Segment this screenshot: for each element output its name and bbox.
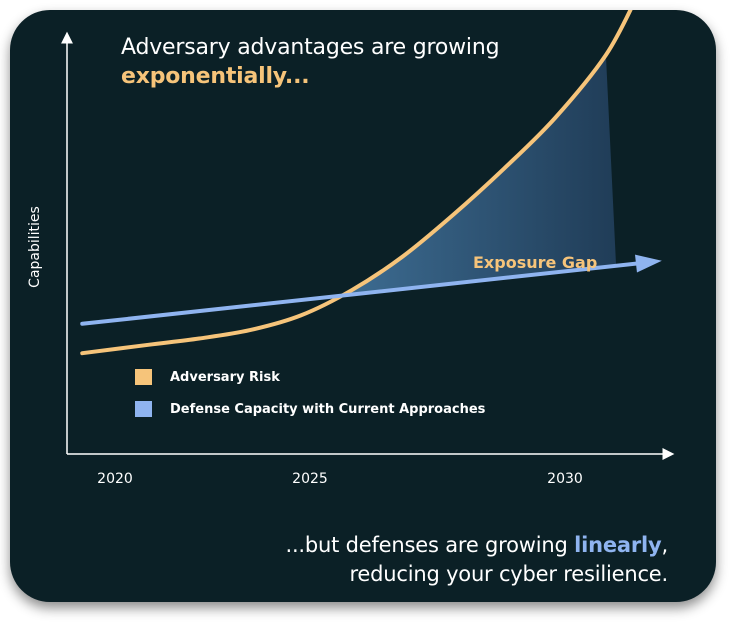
- legend-swatch-adversary: [135, 369, 152, 385]
- footer-prefix: ...but defenses are growing: [285, 533, 575, 557]
- headline-emphasis: exponentially...: [121, 64, 310, 89]
- footer-suffix: ,: [661, 533, 669, 557]
- headline-line1: Adversary advantages are growing: [121, 35, 500, 60]
- adversary-risk-line: [80, 10, 633, 356]
- chart-canvas: [61, 10, 675, 460]
- legend-label-defense: Defense Capacity with Current Approaches: [170, 401, 486, 417]
- y-axis-label: Capabilities: [27, 206, 43, 288]
- legend-swatch-defense: [135, 401, 152, 417]
- exposure-gap-area: [351, 55, 617, 295]
- exposure-gap-label: Exposure Gap: [473, 253, 598, 272]
- legend-label-adversary: Adversary Risk: [170, 369, 280, 385]
- x-tick-2020: 2020: [97, 471, 133, 487]
- defense-capacity-line: [80, 260, 644, 326]
- x-tick-2030: 2030: [547, 471, 583, 487]
- legend-item-adversary: Adversary Risk: [135, 369, 280, 385]
- defense-capacity-arrowhead: [635, 254, 662, 273]
- footer-line2: reducing your cyber resilience.: [349, 562, 668, 586]
- legend-item-defense: Defense Capacity with Current Approaches: [135, 401, 485, 417]
- footer-caption: ...but defenses are growing linearly, re…: [285, 531, 668, 589]
- chart-card: Adversary advantages are growing exponen…: [10, 10, 716, 602]
- headline: Adversary advantages are growing exponen…: [121, 33, 500, 91]
- footer-emphasis: linearly: [574, 533, 662, 557]
- x-tick-2025: 2025: [292, 471, 328, 487]
